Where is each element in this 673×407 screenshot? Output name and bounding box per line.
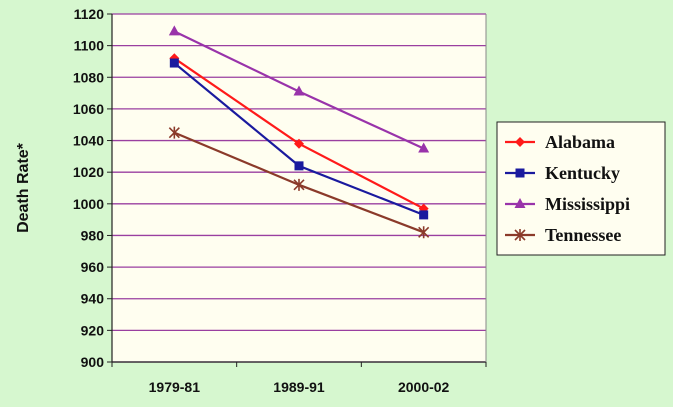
legend-label: Mississippi [545,194,630,214]
y-tick-label: 920 [81,322,105,338]
y-axis-label: Death Rate* [15,142,32,233]
legend-label: Alabama [545,132,615,152]
y-tick-label: 940 [81,291,105,307]
y-tick-label: 900 [81,354,105,370]
data-point [295,161,304,170]
y-tick-label: 1120 [74,6,105,22]
x-axis-ticks: 1979-81 1989-91 2000-02 [112,362,486,395]
x-tick-label: 2000-02 [398,379,450,395]
y-tick-label: 1040 [73,133,104,149]
y-axis-ticks: 900 920 940 960 980 1000 1020 1040 1060 1080 1100 1… [73,6,112,370]
y-tick-label: 980 [81,227,105,243]
legend-marker [516,169,525,178]
x-tick-label: 1979-81 [149,379,201,395]
y-tick-label: 1020 [73,164,104,180]
y-tick-label: 1000 [73,196,104,212]
legend-label: Kentucky [545,163,620,183]
legend-label: Tennessee [545,225,621,245]
data-point [419,210,428,219]
y-tick-label: 1100 [74,38,105,54]
y-tick-label: 1060 [73,101,104,117]
data-point [170,59,179,68]
y-tick-label: 960 [81,259,105,275]
legend: Alabama Kentucky Mississippi Tennessee [497,122,665,255]
x-tick-label: 1989-91 [273,379,325,395]
y-tick-label: 1080 [73,69,104,85]
